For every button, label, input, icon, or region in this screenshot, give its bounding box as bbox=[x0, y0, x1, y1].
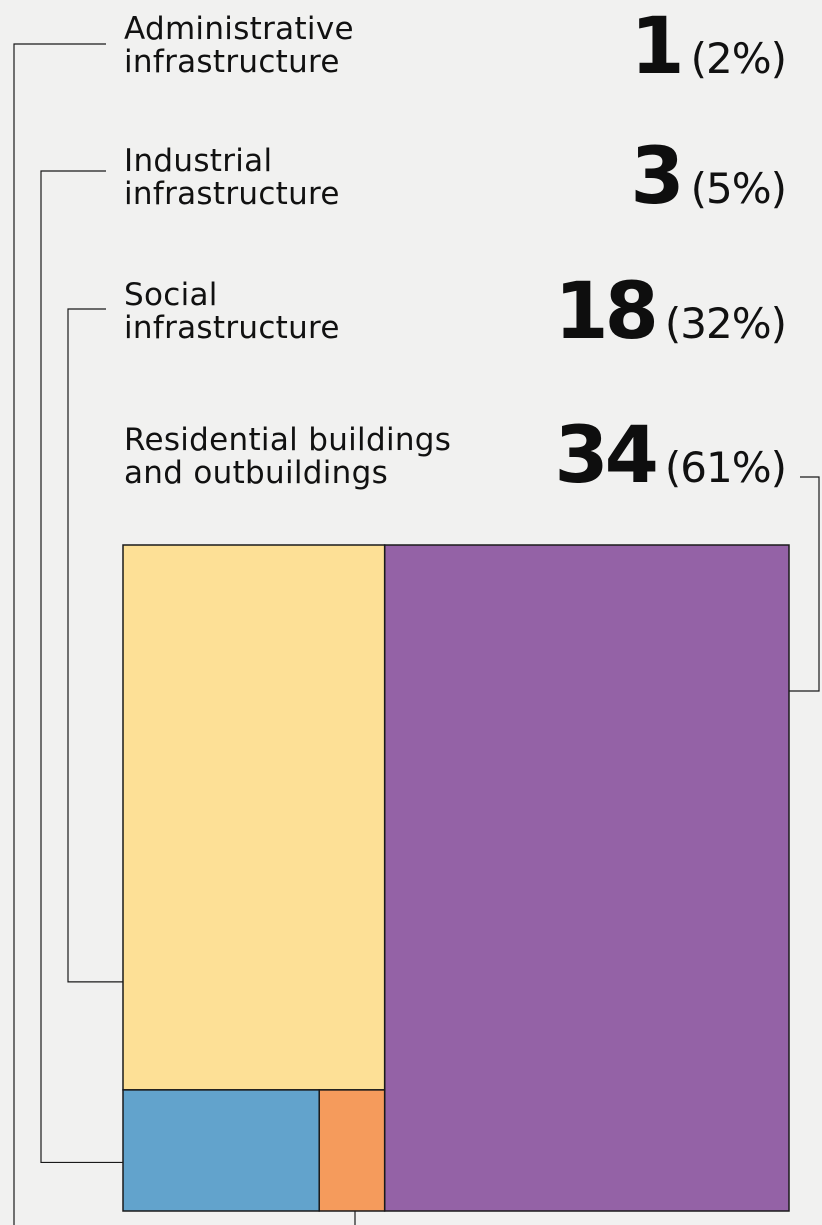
percent-value: (61%) bbox=[664, 443, 787, 492]
value-industrial: 3 (5%) bbox=[630, 132, 787, 222]
value-administrative: 1 (2%) bbox=[630, 2, 787, 92]
connector-social bbox=[67, 308, 123, 983]
tile-social bbox=[122, 544, 386, 1091]
label-industrial: Industrial infrastructure bbox=[124, 145, 340, 211]
label-line: Residential buildings bbox=[124, 422, 452, 458]
label-line: infrastructure bbox=[124, 176, 340, 212]
connector-administrative bbox=[13, 43, 356, 1225]
tile-residential bbox=[383, 544, 790, 1212]
connector-residential bbox=[789, 476, 820, 692]
count-value: 3 bbox=[630, 132, 684, 222]
value-residential: 34 (61%) bbox=[554, 411, 787, 501]
percent-value: (32%) bbox=[664, 299, 787, 348]
label-line: infrastructure bbox=[124, 44, 340, 80]
value-social: 18 (32%) bbox=[554, 267, 787, 357]
count-value: 34 bbox=[554, 411, 659, 501]
label-line: Social bbox=[124, 277, 218, 313]
count-value: 18 bbox=[554, 267, 659, 357]
tile-industrial bbox=[122, 1089, 320, 1212]
label-line: Administrative bbox=[124, 11, 354, 47]
label-line: Industrial bbox=[124, 143, 273, 179]
percent-value: (5%) bbox=[690, 164, 787, 213]
label-administrative: Administrative infrastructure bbox=[124, 13, 354, 79]
label-line: and outbuildings bbox=[124, 455, 389, 491]
tile-administrative bbox=[318, 1089, 386, 1212]
connector-industrial bbox=[40, 170, 123, 1164]
label-residential: Residential buildings and outbuildings bbox=[124, 424, 451, 490]
connector-lines bbox=[13, 43, 820, 1225]
percent-value: (2%) bbox=[690, 34, 787, 83]
count-value: 1 bbox=[630, 2, 684, 92]
label-social: Social infrastructure bbox=[124, 279, 340, 345]
treemap-tiles bbox=[122, 544, 790, 1212]
label-line: infrastructure bbox=[124, 310, 340, 346]
